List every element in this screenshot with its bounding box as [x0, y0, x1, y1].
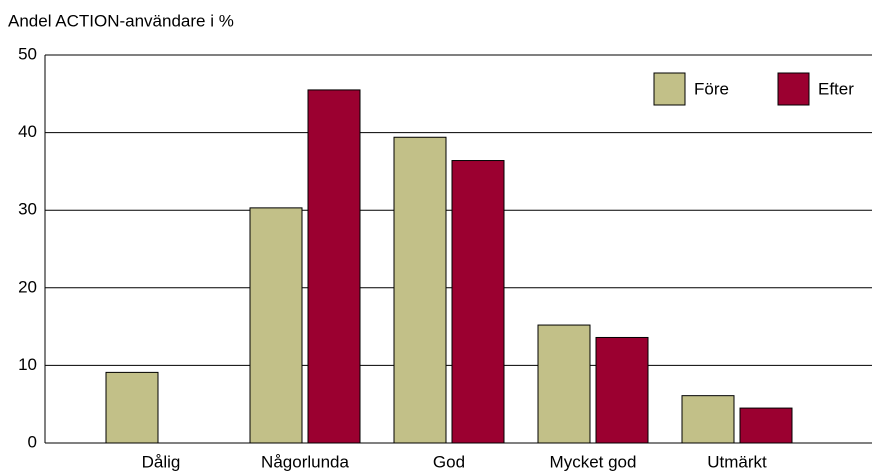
- legend-swatch: [653, 72, 686, 106]
- legend-swatch: [777, 72, 810, 106]
- bar: [105, 371, 159, 444]
- y-tick-label: 50: [18, 44, 37, 63]
- y-tick-label: 10: [18, 355, 37, 374]
- y-tick-label: 0: [28, 432, 37, 451]
- bar: [307, 89, 361, 444]
- bar: [681, 395, 735, 444]
- x-tick-label: Mycket god: [550, 452, 637, 471]
- y-tick-label: 30: [18, 200, 37, 219]
- legend-label: Efter: [818, 79, 854, 98]
- y-tick-label: 20: [18, 277, 37, 296]
- bar: [249, 207, 303, 444]
- bar: [451, 160, 505, 444]
- x-tick-label: Någorlunda: [261, 452, 349, 471]
- bar: [595, 336, 649, 444]
- legend-label: Före: [694, 79, 729, 98]
- x-tick-label: Utmärkt: [707, 452, 767, 471]
- bar: [393, 136, 447, 444]
- bar: [739, 407, 793, 444]
- x-tick-label: God: [433, 452, 465, 471]
- x-tick-label: Dålig: [142, 452, 181, 471]
- bar: [537, 324, 591, 444]
- y-tick-label: 40: [18, 122, 37, 141]
- y-axis-label: Andel ACTION-användare i %: [8, 11, 234, 30]
